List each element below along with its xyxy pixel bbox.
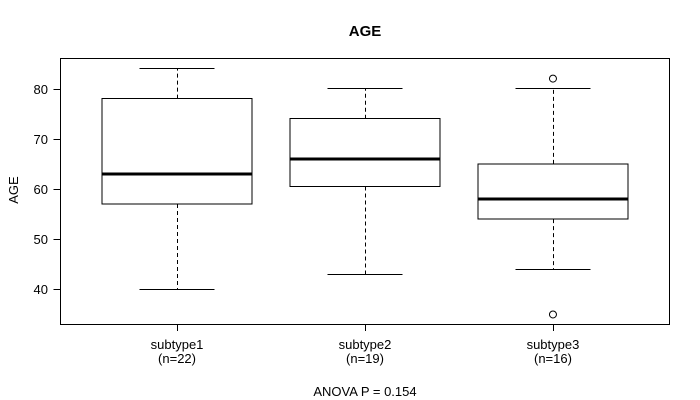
x-category-count-label: (n=22)	[158, 351, 196, 366]
y-tick-label: 50	[34, 232, 48, 247]
y-tick-label: 60	[34, 182, 48, 197]
y-tick-label: 70	[34, 132, 48, 147]
x-category-label: subtype3	[527, 337, 580, 352]
anova-annotation: ANOVA P = 0.154	[313, 384, 417, 399]
iqr-box	[289, 118, 441, 187]
y-tick-label: 80	[34, 82, 48, 97]
x-category-count-label: (n=16)	[534, 351, 572, 366]
x-category-count-label: (n=19)	[346, 351, 384, 366]
outlier-point	[548, 74, 557, 83]
boxplot-group-subtype3: subtype3(n=16)	[477, 74, 629, 366]
iqr-box	[101, 98, 253, 205]
boxplot-group-subtype1: subtype1(n=22)	[101, 68, 253, 366]
x-category-label: subtype1	[151, 337, 204, 352]
y-tick-label: 40	[34, 282, 48, 297]
x-category-label: subtype2	[339, 337, 392, 352]
chart-title: AGE	[348, 23, 382, 40]
iqr-box	[477, 163, 629, 220]
boxplot-group-subtype2: subtype2(n=19)	[289, 88, 441, 366]
outlier-point	[548, 310, 557, 319]
